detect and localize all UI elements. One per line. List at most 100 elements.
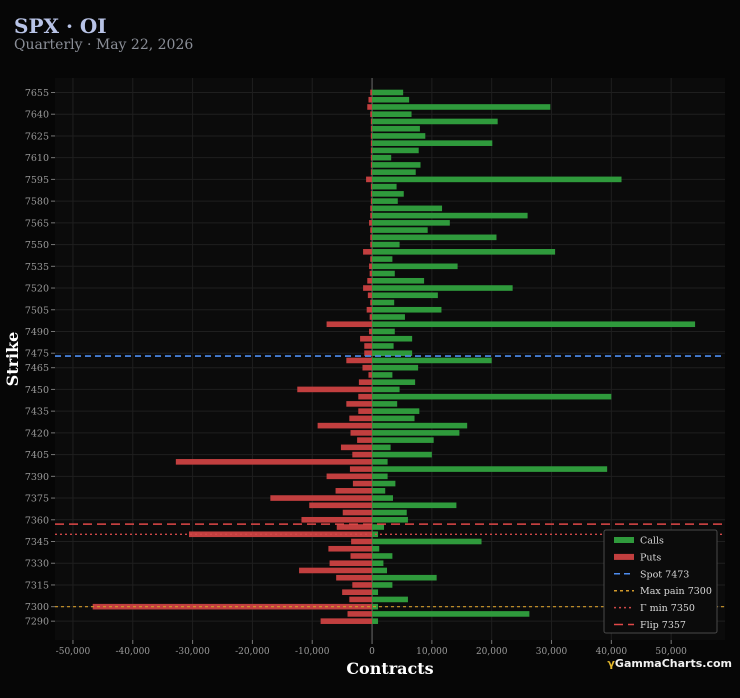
put-bar (336, 524, 373, 530)
call-bar (372, 473, 388, 480)
call-bar (372, 104, 551, 110)
call-bar (372, 364, 419, 371)
put-bar (358, 408, 373, 414)
chart-title: SPX · OI (14, 14, 107, 38)
put-bar (370, 125, 373, 132)
put-bar (360, 335, 373, 342)
call-bar (372, 495, 393, 501)
put-bar (350, 553, 373, 559)
call-bar (372, 509, 407, 516)
put-bar (352, 582, 373, 588)
call-bar (372, 357, 492, 364)
x-tick-label: 10,000 (416, 647, 448, 657)
put-bar (370, 234, 373, 241)
call-bar (372, 343, 394, 349)
put-bar (326, 473, 373, 480)
call-bar (372, 444, 391, 451)
y-tick-label: 7420 (25, 428, 49, 439)
put-bar (369, 314, 373, 320)
call-bar (372, 270, 395, 277)
call-bar (372, 451, 432, 458)
legend-item-max-pain-label: Max pain 7300 (640, 586, 712, 597)
chart-subtitle: Quarterly · May 22, 2026 (14, 37, 194, 53)
put-bar (369, 220, 373, 226)
x-tick-label: 50,000 (655, 647, 687, 657)
y-tick-label: 7390 (25, 472, 49, 483)
put-bar (349, 596, 373, 603)
put-bar (175, 459, 373, 465)
call-bar (372, 328, 395, 335)
bars-layer (92, 89, 696, 624)
call-bar (372, 415, 415, 422)
y-tick-label: 7290 (25, 617, 49, 628)
call-bar (372, 227, 428, 233)
y-tick-label: 7625 (25, 131, 49, 142)
call-bar (372, 176, 622, 183)
put-bar (366, 176, 373, 183)
x-tick-label: -40,000 (115, 647, 150, 657)
y-axis-label: Strike (3, 332, 22, 387)
put-bar (329, 560, 373, 567)
put-bar (362, 364, 373, 371)
put-bar (340, 444, 373, 451)
call-bar (372, 241, 400, 248)
legend: Calls Puts Spot 7473 Max pain 7300 Γ min 735… (603, 529, 718, 634)
call-bar (372, 256, 393, 262)
y-tick-label: 7375 (25, 494, 49, 505)
put-bar (367, 104, 373, 110)
x-tick-label: 30,000 (536, 647, 568, 657)
put-bar (369, 270, 373, 277)
put-bar (351, 538, 373, 545)
put-bar (352, 451, 373, 458)
call-bar (372, 169, 416, 175)
y-tick-label: 7535 (25, 262, 49, 273)
put-bar (370, 299, 373, 306)
call-bar (372, 198, 398, 204)
y-tick-label: 7450 (25, 385, 49, 396)
call-bar (372, 154, 392, 161)
call-bar (372, 89, 404, 96)
call-bar (372, 306, 442, 313)
call-bar (372, 118, 498, 125)
call-bar (372, 589, 379, 596)
put-bar (370, 147, 373, 154)
put-bar (370, 169, 373, 175)
call-bar (372, 480, 396, 487)
put-bar (357, 437, 373, 443)
call-bar (372, 596, 408, 603)
y-tick-labels: 7655 7640 7625 7610 7595 7580 7565 7550 7535 7520… (25, 88, 55, 628)
call-bar (372, 545, 380, 552)
call-bar (372, 393, 612, 400)
call-bar (372, 422, 468, 429)
put-bar (297, 386, 373, 393)
y-tick-label: 7550 (25, 240, 49, 251)
call-bar (372, 321, 696, 328)
call-bar (372, 205, 443, 212)
call-bar (372, 162, 421, 168)
call-bar (372, 285, 513, 291)
put-bar (370, 154, 373, 161)
put-bar (366, 306, 373, 313)
call-bar (372, 335, 413, 342)
call-bar (372, 277, 425, 284)
put-bar (369, 328, 373, 335)
call-bar (372, 386, 400, 393)
put-bar (92, 603, 373, 610)
put-bar (317, 422, 373, 429)
call-bar (372, 263, 458, 270)
put-bar (299, 567, 373, 574)
put-bar (370, 198, 373, 204)
put-bar (367, 292, 373, 299)
put-bar (347, 611, 373, 617)
call-bar (372, 125, 420, 132)
call-bar (372, 524, 385, 530)
put-bar (328, 545, 373, 552)
put-bar (342, 509, 373, 516)
call-bar (372, 147, 419, 154)
y-tick-label: 7330 (25, 559, 49, 570)
call-bar (372, 234, 497, 241)
put-bar (370, 227, 373, 233)
y-tick-label: 7475 (25, 349, 49, 360)
brand-text: GammaCharts.com (614, 657, 732, 670)
